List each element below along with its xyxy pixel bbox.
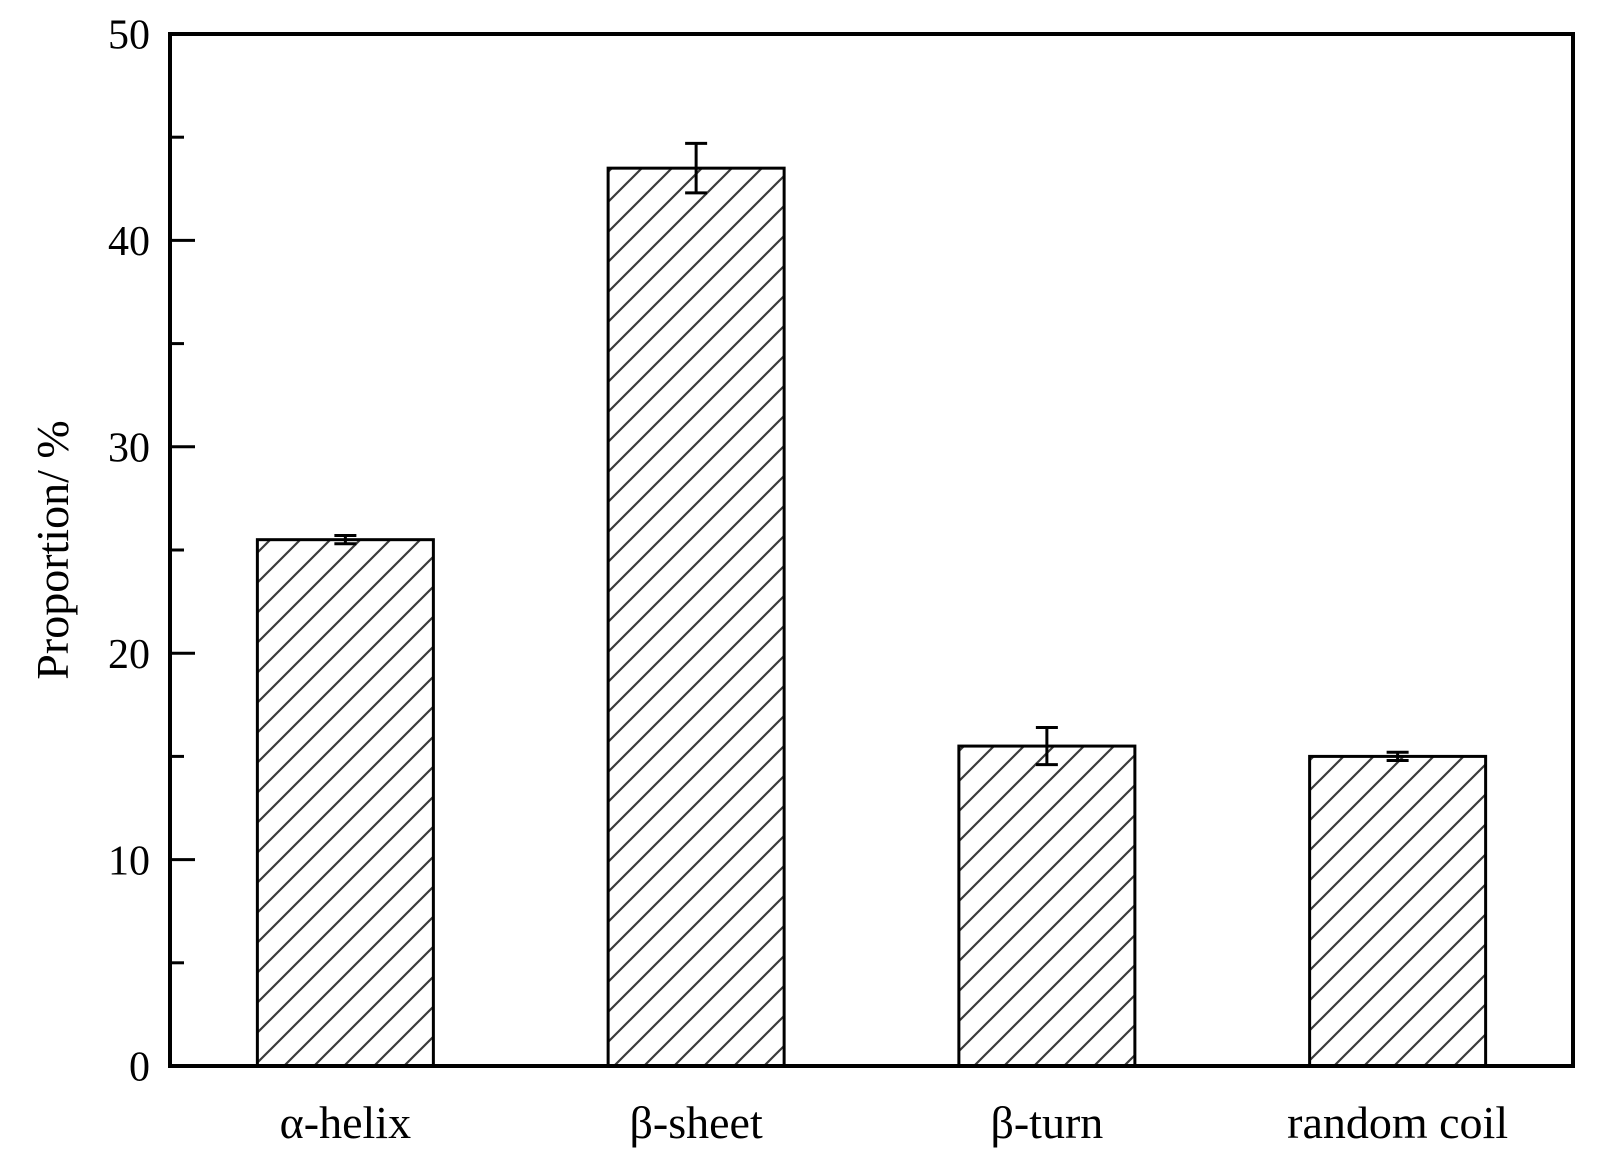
y-tick-label: 30 xyxy=(108,426,150,472)
error-bar xyxy=(1035,726,1058,767)
error-bar xyxy=(334,534,357,546)
y-tick-label: 20 xyxy=(108,632,150,678)
y-axis-label: Proportion/ % xyxy=(27,420,78,679)
y-tick-label: 50 xyxy=(108,13,150,59)
bar xyxy=(1308,754,1488,1068)
bar xyxy=(255,538,435,1068)
y-tick-label: 0 xyxy=(129,1045,150,1091)
x-category-label: α-helix xyxy=(280,1097,411,1148)
y-tick-label: 10 xyxy=(108,838,150,884)
bar xyxy=(606,166,786,1068)
y-tick-label: 40 xyxy=(108,219,150,265)
x-category-label: β-turn xyxy=(990,1097,1103,1148)
error-bar xyxy=(1386,750,1409,763)
x-category-label: β-sheet xyxy=(630,1097,763,1148)
x-category-label: random coil xyxy=(1287,1097,1508,1148)
bar xyxy=(957,744,1137,1068)
error-bar xyxy=(685,141,708,195)
